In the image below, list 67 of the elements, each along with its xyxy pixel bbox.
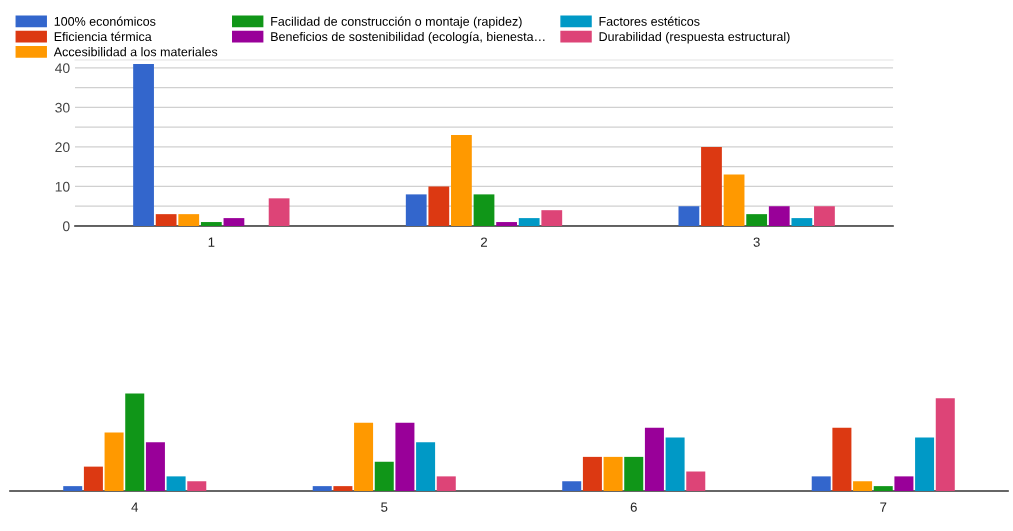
x-tick-label: 3 [753, 237, 760, 247]
bar [603, 456, 623, 491]
bar [374, 461, 394, 491]
bar [768, 206, 790, 226]
bar [187, 481, 207, 491]
bar [678, 206, 700, 226]
bar [701, 146, 722, 226]
bar [155, 214, 177, 226]
bar [223, 218, 245, 226]
legend-label: Durabilidad (respuesta estructural) [599, 31, 790, 44]
x-tick-label: 5 [381, 502, 388, 512]
bar [665, 437, 685, 491]
bar [832, 427, 852, 491]
bar [723, 174, 745, 226]
bar [686, 471, 706, 491]
bar [473, 194, 495, 226]
bar [814, 206, 835, 226]
bar [915, 437, 935, 491]
bar [395, 422, 415, 491]
y-tick-label: 20 [55, 142, 70, 153]
bar [541, 210, 563, 226]
bar [582, 456, 602, 491]
bar [496, 222, 517, 226]
bar [405, 194, 427, 226]
y-tick-label: 0 [62, 221, 70, 232]
legend-label: Beneficios de sostenibilidad (ecología, bienesta… [271, 31, 545, 44]
x-tick-label: 6 [630, 502, 637, 512]
bar [333, 486, 353, 491]
bar [624, 456, 644, 491]
bar [354, 422, 374, 491]
legend-label: Facilidad de construcción o montaje (rapidez) [271, 16, 522, 29]
bar [428, 186, 450, 226]
bar [873, 486, 893, 491]
y-tick-label: 30 [55, 102, 70, 113]
bar [518, 218, 540, 226]
bar [746, 214, 768, 226]
legend-label: Eficiencia térmica [54, 31, 152, 42]
legend-label: Accesibilidad a los materiales [53, 47, 218, 57]
bar [145, 442, 165, 491]
bar [178, 214, 200, 226]
bar [811, 476, 831, 491]
bar [853, 481, 873, 491]
bar [935, 398, 955, 491]
bar [436, 476, 456, 491]
bar [133, 63, 154, 226]
bar [268, 198, 290, 226]
y-tick-label: 40 [55, 63, 70, 74]
bar [894, 476, 914, 491]
bar [104, 432, 124, 491]
bar [562, 481, 582, 491]
bar [125, 393, 145, 491]
y-tick-label: 10 [55, 181, 70, 192]
x-tick-label: 2 [481, 237, 488, 247]
x-tick-label: 1 [208, 237, 215, 247]
bar [644, 427, 664, 491]
bar [63, 486, 83, 491]
legend-label: 100% económicos [54, 16, 156, 26]
bar [416, 442, 436, 491]
bar [312, 486, 332, 491]
legend-label: Factores estéticos [599, 16, 700, 26]
bar [791, 218, 813, 226]
bar [451, 135, 472, 226]
bar [166, 476, 186, 491]
x-tick-label: 7 [880, 502, 887, 512]
x-tick-label: 4 [131, 502, 139, 512]
bar [83, 466, 103, 491]
bar [200, 222, 222, 226]
